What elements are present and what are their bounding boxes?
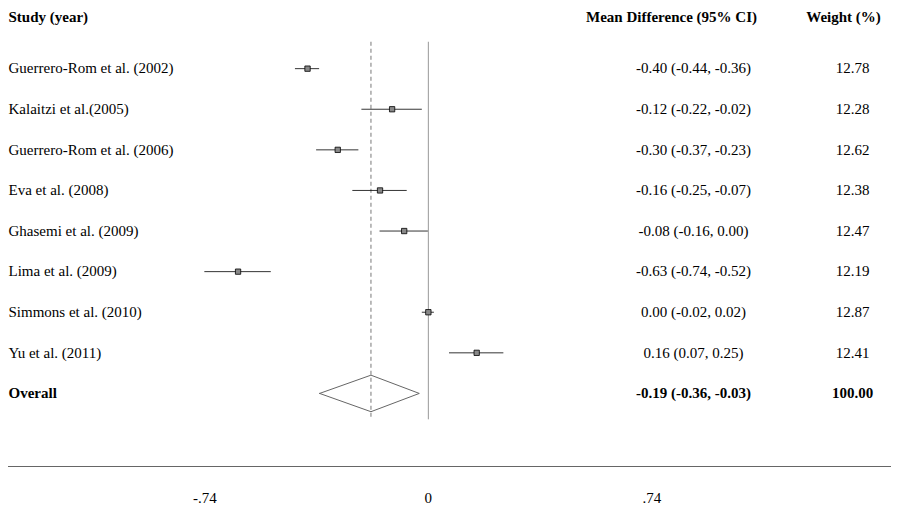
svg-text:-0.63 (-0.74, -0.52): -0.63 (-0.74, -0.52) bbox=[636, 263, 751, 280]
svg-text:Study (year): Study (year) bbox=[9, 9, 89, 26]
svg-text:12.47: 12.47 bbox=[836, 223, 870, 239]
svg-text:-0.19 (-0.36, -0.03): -0.19 (-0.36, -0.03) bbox=[636, 385, 751, 402]
svg-text:-.74: -.74 bbox=[193, 490, 217, 506]
svg-text:Eva et al. (2008): Eva et al. (2008) bbox=[9, 182, 109, 199]
svg-text:Yu et al. (2011): Yu et al. (2011) bbox=[9, 345, 102, 362]
svg-text:12.19: 12.19 bbox=[836, 263, 870, 279]
svg-text:0.16 (0.07, 0.25): 0.16 (0.07, 0.25) bbox=[644, 345, 744, 362]
svg-text:12.78: 12.78 bbox=[836, 60, 870, 76]
svg-text:12.38: 12.38 bbox=[836, 182, 870, 198]
svg-text:Weight (%): Weight (%) bbox=[806, 9, 881, 26]
svg-text:-0.08 (-0.16, 0.00): -0.08 (-0.16, 0.00) bbox=[639, 223, 749, 240]
svg-text:Lima et al. (2009): Lima et al. (2009) bbox=[9, 263, 117, 280]
svg-text:.74: .74 bbox=[643, 490, 662, 506]
svg-text:0.00 (-0.02, 0.02): 0.00 (-0.02, 0.02) bbox=[641, 304, 746, 321]
svg-text:-0.16 (-0.25, -0.07): -0.16 (-0.25, -0.07) bbox=[636, 182, 751, 199]
svg-text:-0.40 (-0.44, -0.36): -0.40 (-0.44, -0.36) bbox=[636, 60, 751, 77]
svg-text:Guerrero-Rom et al. (2002): Guerrero-Rom et al. (2002) bbox=[9, 60, 174, 77]
svg-text:-0.12 (-0.22, -0.02): -0.12 (-0.22, -0.02) bbox=[636, 101, 751, 118]
svg-text:Mean Difference (95% CI): Mean Difference (95% CI) bbox=[586, 9, 757, 26]
svg-text:12.28: 12.28 bbox=[836, 101, 870, 117]
svg-text:Overall: Overall bbox=[9, 385, 57, 401]
svg-text:Ghasemi et al. (2009): Ghasemi et al. (2009) bbox=[9, 223, 139, 240]
svg-text:100.00: 100.00 bbox=[832, 385, 873, 401]
svg-text:Kalaitzi et al.(2005): Kalaitzi et al.(2005) bbox=[9, 101, 129, 118]
svg-text:0: 0 bbox=[425, 490, 433, 506]
svg-text:12.62: 12.62 bbox=[836, 142, 870, 158]
svg-text:Simmons et al. (2010): Simmons et al. (2010) bbox=[9, 304, 142, 321]
svg-text:12.41: 12.41 bbox=[836, 345, 870, 361]
svg-text:Guerrero-Rom et al. (2006): Guerrero-Rom et al. (2006) bbox=[9, 142, 174, 159]
svg-text:-0.30 (-0.37, -0.23): -0.30 (-0.37, -0.23) bbox=[636, 142, 751, 159]
svg-text:12.87: 12.87 bbox=[836, 304, 870, 320]
